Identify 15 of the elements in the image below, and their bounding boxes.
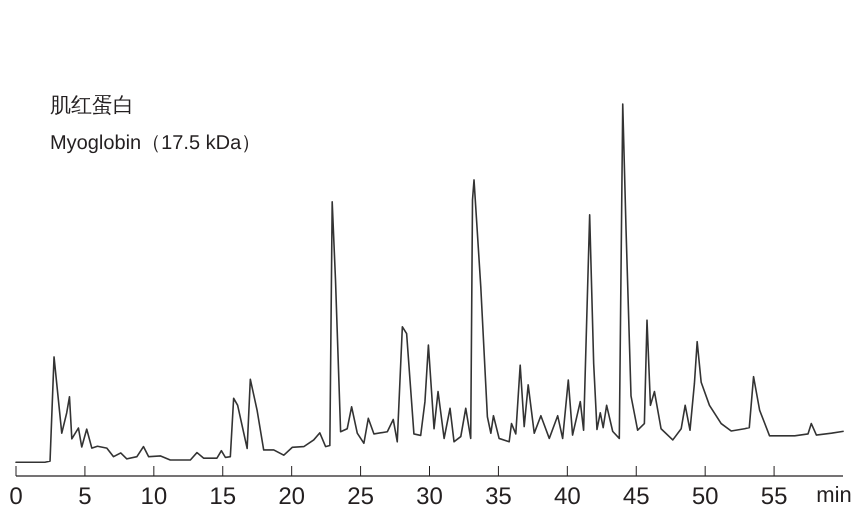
- x-tick-label: 10: [140, 483, 168, 510]
- x-tick-label: 20: [278, 483, 306, 510]
- text: Myoglobin（17.5 kDa）: [50, 132, 262, 154]
- x-tick-label: 35: [485, 483, 512, 510]
- x-tick-label: 30: [416, 483, 443, 510]
- x-axis-title: min: [816, 482, 852, 507]
- chart-title: 肌红蛋白: [50, 94, 134, 117]
- x-tick-label: 5: [78, 483, 92, 510]
- x-tick-label: 0: [9, 483, 23, 510]
- x-tick-label: 50: [692, 483, 719, 510]
- x-tick-label: 40: [554, 483, 581, 510]
- x-tick-label: 55: [760, 483, 788, 510]
- x-tick-label: 25: [347, 483, 374, 510]
- x-tick-label: 45: [622, 483, 650, 510]
- x-tick-label: 15: [209, 483, 236, 510]
